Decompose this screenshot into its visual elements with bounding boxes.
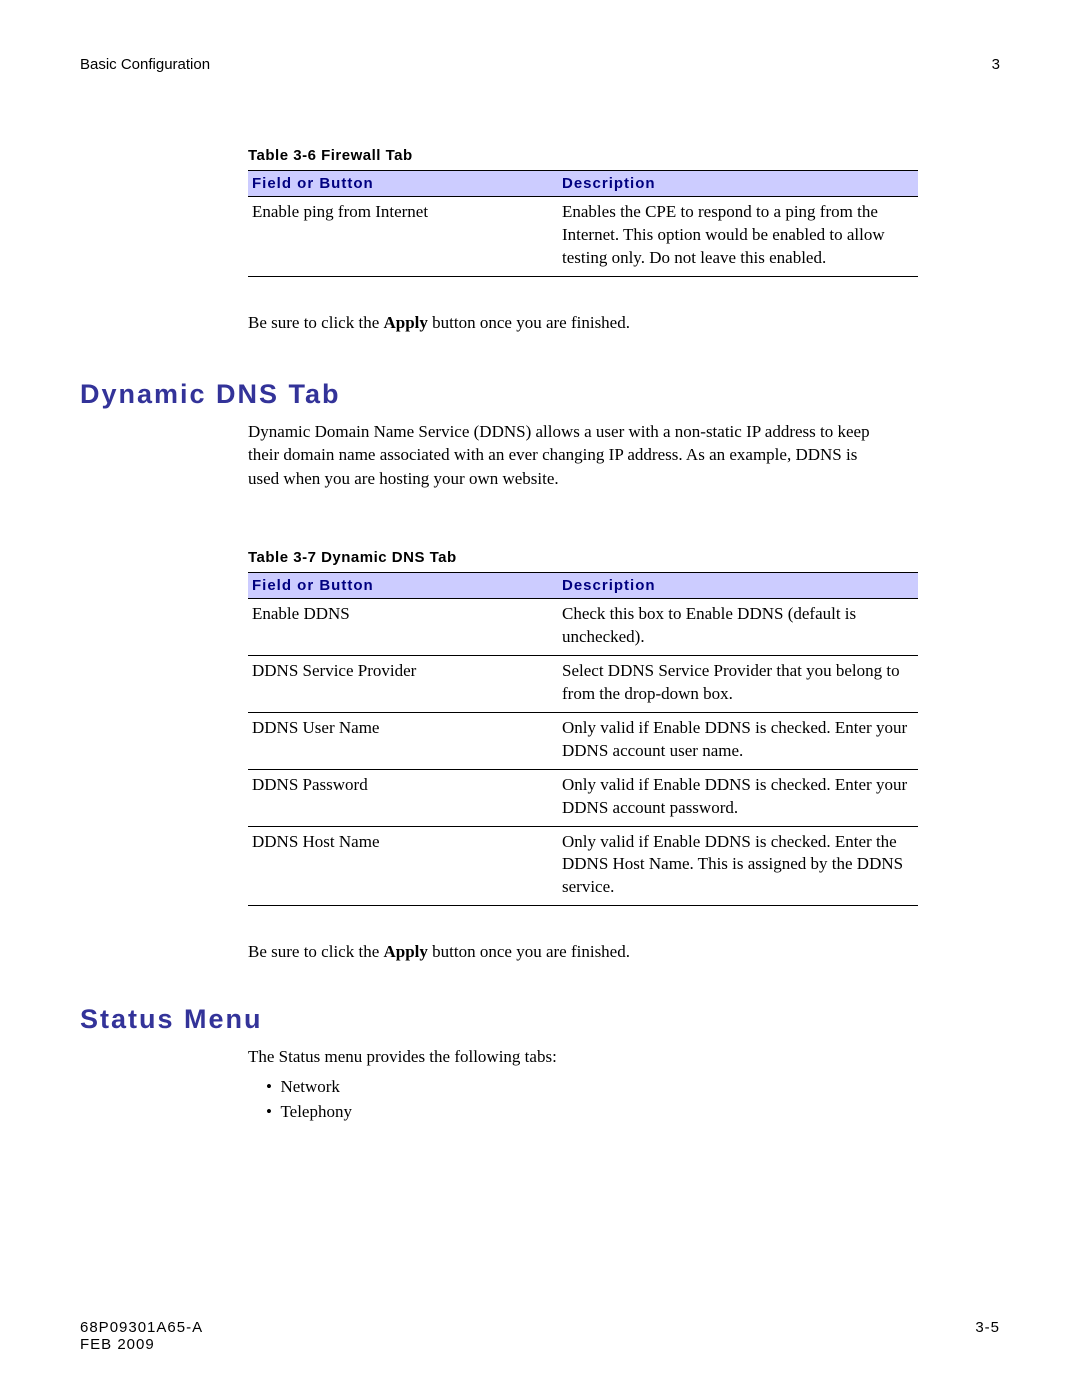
- ddns-section-title: Dynamic DNS Tab: [80, 379, 1000, 410]
- apply-note-1: Be sure to click the Apply button once y…: [248, 311, 890, 335]
- table-row: DDNS Password Only valid if Enable DDNS …: [248, 769, 918, 826]
- status-section-title: Status Menu: [80, 1004, 1000, 1035]
- table-row: Enable ping from Internet Enables the CP…: [248, 197, 918, 277]
- table-header-field: Field or Button: [248, 573, 558, 599]
- table-header-field: Field or Button: [248, 171, 558, 197]
- firewall-table: Field or Button Description Enable ping …: [248, 170, 918, 277]
- ddns-desc: Dynamic Domain Name Service (DDNS) allow…: [248, 420, 890, 491]
- status-content: The Status menu provides the following t…: [80, 1045, 1000, 1124]
- cell-desc: Check this box to Enable DDNS (default i…: [558, 599, 918, 656]
- cell-field: Enable ping from Internet: [248, 197, 558, 277]
- page-header: Basic Configuration 3: [80, 56, 1000, 73]
- ddns-table: Field or Button Description Enable DDNS …: [248, 572, 918, 906]
- cell-field: DDNS Host Name: [248, 826, 558, 906]
- status-list: Network Telephony: [248, 1075, 890, 1124]
- footer-page: 3-5: [975, 1319, 1000, 1336]
- table-caption-firewall: Table 3-6 Firewall Tab: [248, 147, 890, 164]
- footer-date: FEB 2009: [80, 1336, 203, 1353]
- table-header-desc: Description: [558, 573, 918, 599]
- footer-left: 68P09301A65-A FEB 2009: [80, 1319, 203, 1353]
- cell-field: DDNS User Name: [248, 712, 558, 769]
- table-row: DDNS User Name Only valid if Enable DDNS…: [248, 712, 918, 769]
- apply-prefix: Be sure to click the: [248, 942, 384, 961]
- cell-field: DDNS Service Provider: [248, 655, 558, 712]
- apply-suffix: button once you are finished.: [428, 313, 630, 332]
- ddns-content: Dynamic Domain Name Service (DDNS) allow…: [80, 420, 1000, 965]
- list-item: Network: [248, 1075, 890, 1100]
- table-row: DDNS Host Name Only valid if Enable DDNS…: [248, 826, 918, 906]
- cell-desc: Select DDNS Service Provider that you be…: [558, 655, 918, 712]
- table-caption-ddns: Table 3-7 Dynamic DNS Tab: [248, 549, 890, 566]
- apply-bold: Apply: [384, 942, 428, 961]
- table-row: Enable DDNS Check this box to Enable DDN…: [248, 599, 918, 656]
- apply-note-2: Be sure to click the Apply button once y…: [248, 940, 890, 964]
- table-row: DDNS Service Provider Select DDNS Servic…: [248, 655, 918, 712]
- table-header-desc: Description: [558, 171, 918, 197]
- cell-field: Enable DDNS: [248, 599, 558, 656]
- footer-right: 3-5: [975, 1319, 1000, 1353]
- apply-bold: Apply: [384, 313, 428, 332]
- cell-desc: Only valid if Enable DDNS is checked. En…: [558, 712, 918, 769]
- page-footer: 68P09301A65-A FEB 2009 3-5: [80, 1319, 1000, 1353]
- cell-desc: Only valid if Enable DDNS is checked. En…: [558, 826, 918, 906]
- content-area: Table 3-6 Firewall Tab Field or Button D…: [80, 147, 1000, 335]
- cell-desc: Enables the CPE to respond to a ping fro…: [558, 197, 918, 277]
- header-right: 3: [992, 56, 1000, 73]
- apply-prefix: Be sure to click the: [248, 313, 384, 332]
- footer-doc: 68P09301A65-A: [80, 1319, 203, 1336]
- status-desc: The Status menu provides the following t…: [248, 1045, 890, 1069]
- page: Basic Configuration 3 Table 3-6 Firewall…: [0, 0, 1080, 1397]
- cell-desc: Only valid if Enable DDNS is checked. En…: [558, 769, 918, 826]
- apply-suffix: button once you are finished.: [428, 942, 630, 961]
- list-item: Telephony: [248, 1100, 890, 1125]
- cell-field: DDNS Password: [248, 769, 558, 826]
- header-left: Basic Configuration: [80, 56, 210, 73]
